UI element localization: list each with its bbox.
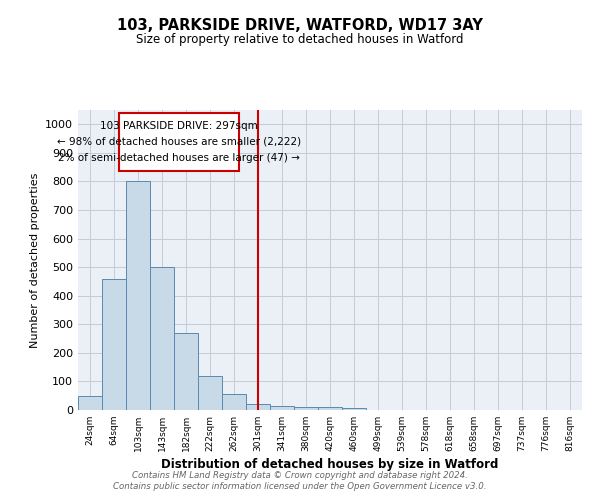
- Bar: [294, 407, 318, 410]
- Text: Size of property relative to detached houses in Watford: Size of property relative to detached ho…: [136, 32, 464, 46]
- Bar: [150, 267, 174, 410]
- Bar: [318, 407, 342, 410]
- Bar: [174, 333, 198, 410]
- Bar: [102, 278, 126, 410]
- Bar: [270, 406, 294, 410]
- Text: 2% of semi-detached houses are larger (47) →: 2% of semi-detached houses are larger (4…: [58, 153, 300, 163]
- Bar: [342, 408, 366, 410]
- Bar: [198, 376, 222, 410]
- Text: 103, PARKSIDE DRIVE, WATFORD, WD17 3AY: 103, PARKSIDE DRIVE, WATFORD, WD17 3AY: [117, 18, 483, 32]
- Bar: [126, 182, 150, 410]
- Text: Contains HM Land Registry data © Crown copyright and database right 2024.: Contains HM Land Registry data © Crown c…: [132, 471, 468, 480]
- Text: Contains public sector information licensed under the Open Government Licence v3: Contains public sector information licen…: [113, 482, 487, 491]
- Text: 103 PARKSIDE DRIVE: 297sqm: 103 PARKSIDE DRIVE: 297sqm: [100, 121, 257, 131]
- FancyBboxPatch shape: [119, 114, 239, 170]
- Bar: [222, 394, 246, 410]
- Bar: [246, 404, 270, 410]
- X-axis label: Distribution of detached houses by size in Watford: Distribution of detached houses by size …: [161, 458, 499, 471]
- Bar: [78, 396, 102, 410]
- Text: ← 98% of detached houses are smaller (2,222): ← 98% of detached houses are smaller (2,…: [57, 137, 301, 147]
- Y-axis label: Number of detached properties: Number of detached properties: [29, 172, 40, 348]
